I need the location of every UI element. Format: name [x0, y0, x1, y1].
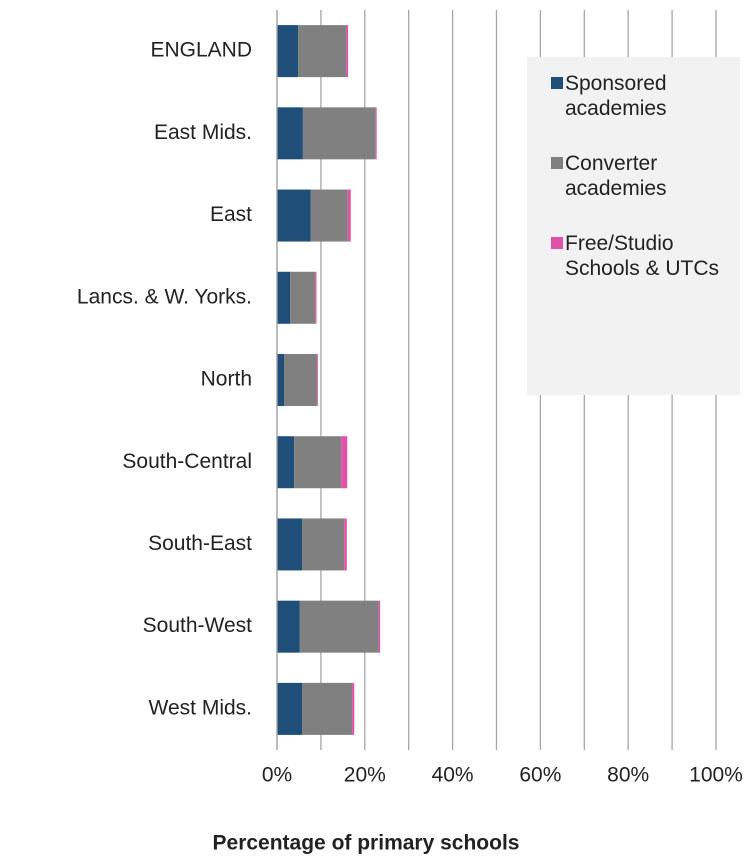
y-tick-label: South-Central	[122, 450, 252, 473]
bar-segment	[346, 25, 349, 78]
bar-segment	[277, 271, 291, 324]
x-tick-label: 80%	[607, 764, 649, 787]
y-tick-label: Lancs. & W. Yorks.	[77, 285, 252, 308]
legend-label: Sponsored academies	[565, 72, 667, 120]
bar-segment	[302, 682, 353, 735]
legend: Sponsored academies Converter academies Fr…	[527, 57, 740, 395]
y-tick-label: North	[201, 368, 252, 391]
bar-segment	[375, 107, 377, 160]
bar-segment	[316, 354, 318, 406]
legend-label: Converter academies	[565, 152, 667, 200]
x-tick-label: 20%	[344, 764, 386, 787]
bar-segment	[284, 354, 317, 406]
bar-segment	[277, 107, 303, 160]
legend-entry: Free/Studio Schools & UTCs	[551, 231, 730, 281]
legend-swatch	[551, 237, 563, 249]
bar-segment	[290, 271, 316, 324]
x-tick-label: 100%	[689, 764, 743, 787]
bar-segment	[315, 271, 317, 324]
bar-segment	[341, 436, 348, 489]
y-tick-label: East Mids.	[154, 121, 252, 144]
bar-segment	[294, 436, 342, 489]
bar-segment	[302, 107, 376, 160]
y-tick-label: South-East	[148, 532, 252, 555]
bar-segment	[277, 518, 303, 571]
bar-segment	[344, 518, 347, 571]
x-tick-label: 60%	[519, 764, 561, 787]
x-tick-label: 40%	[432, 764, 474, 787]
bar-segment	[310, 189, 348, 242]
bar-segment	[352, 682, 355, 735]
legend-label: Free/Studio Schools & UTCs	[565, 232, 720, 280]
bar-segment	[298, 25, 347, 78]
bar-segment	[277, 436, 295, 489]
bar-segment	[299, 600, 379, 653]
bar-segment	[302, 518, 345, 571]
legend-entry: Converter academies	[551, 151, 730, 201]
legend-entry: Sponsored academies	[551, 71, 730, 121]
x-axis-title: Percentage of primary schools	[213, 832, 520, 855]
bar-segment	[378, 600, 381, 653]
y-tick-label: East	[210, 203, 252, 226]
y-tick-label: South-West	[143, 614, 252, 637]
x-tick-label: 0%	[262, 764, 292, 787]
bar-segment	[277, 600, 300, 653]
legend-swatch	[551, 77, 563, 89]
bar-segment	[277, 189, 311, 242]
y-tick-label: West Mids.	[149, 696, 252, 719]
bar-segment	[277, 25, 299, 78]
bar-segment	[277, 682, 303, 735]
bar-segment	[347, 189, 351, 242]
legend-swatch	[551, 157, 563, 169]
bar-segment	[277, 354, 285, 406]
y-tick-label: ENGLAND	[150, 39, 252, 62]
